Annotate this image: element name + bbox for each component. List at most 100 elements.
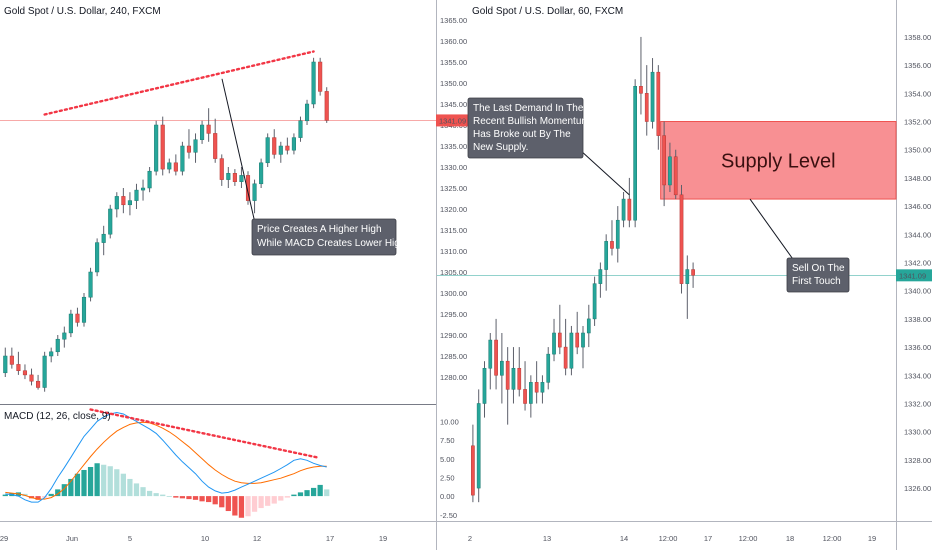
- time-axis-60[interactable]: 2 13 14 12:00 17 12:00 18 12:00 19: [468, 534, 876, 543]
- macd-histogram-bar: [310, 487, 317, 497]
- candle-bear: [245, 175, 251, 201]
- annotation-pointer: [749, 198, 796, 263]
- candle-bull: [581, 332, 585, 348]
- macd-pane: [2, 408, 330, 518]
- macd-histogram-bar: [68, 478, 74, 497]
- candle-bear: [656, 71, 661, 136]
- candle-bear: [471, 445, 475, 496]
- price-tick-label: 1336.00: [904, 343, 931, 352]
- price-tick-label: 1365.00: [440, 16, 467, 25]
- macd-line: [5, 411, 327, 503]
- time-tick-label: Jun: [66, 534, 78, 543]
- price-axis-240[interactable]: 1365.001360.001355.001350.001345.001340.…: [440, 16, 467, 382]
- time-tick-label: 2: [468, 534, 472, 543]
- macd-histogram-bar: [199, 496, 205, 502]
- macd-histogram-bar: [258, 496, 264, 509]
- annotation-line: New Supply.: [473, 142, 528, 153]
- macd-title: MACD (12, 26, close, 9): [4, 411, 111, 422]
- price-tick-label: 1342.00: [904, 259, 931, 268]
- candle-bear: [285, 145, 290, 151]
- macd-histogram-bar: [245, 496, 251, 517]
- time-tick-label: 12:00: [823, 534, 842, 543]
- candle-bear: [36, 380, 41, 388]
- price-tick-label: 1320.00: [440, 205, 467, 214]
- candle-bull: [511, 367, 516, 390]
- candle-bull: [598, 269, 603, 284]
- candle-bull: [621, 198, 626, 221]
- macd-histogram-bar: [114, 469, 120, 497]
- macd-histogram-bar: [192, 496, 199, 500]
- candle-bull: [55, 338, 60, 353]
- price-badge-label: 1341.09: [899, 271, 926, 280]
- price-tick-label: 1305.00: [440, 268, 467, 277]
- macd-tick-label: -2.50: [440, 511, 457, 520]
- annotation-pointer: [221, 78, 256, 224]
- price-tick-label: 1345.00: [440, 100, 467, 109]
- time-tick-label: 12:00: [659, 534, 678, 543]
- price-tick-label: 1315.00: [440, 226, 467, 235]
- macd-histogram-bar: [284, 496, 290, 498]
- candle-bear: [673, 156, 678, 196]
- candle-bull: [604, 241, 609, 270]
- price-tick-label: 1354.00: [904, 89, 931, 98]
- time-tick-label: 19: [379, 534, 387, 543]
- macd-histogram-bar: [61, 484, 67, 497]
- macd-histogram-bar: [206, 496, 212, 503]
- candle-bear: [272, 137, 277, 155]
- price-tick-label: 1350.00: [904, 146, 931, 155]
- time-tick-label: 5: [128, 534, 132, 543]
- annotation-line: Has Broke out By The: [473, 129, 571, 140]
- candles-60: [471, 36, 695, 503]
- macd-histogram-bar: [291, 494, 297, 497]
- price-divergence-line: [43, 50, 315, 116]
- candles-240: [3, 57, 329, 392]
- chart-title-60: Gold Spot / U.S. Dollar, 60, FXCM: [472, 6, 623, 17]
- annotation-box: [251, 218, 397, 256]
- price-axis-60[interactable]: 1358.00 1356.00 1354.00 1352.00 1350.00 1348.…: [904, 33, 931, 493]
- price-tick-label: 1330.00: [904, 428, 931, 437]
- candle-bull: [265, 137, 270, 164]
- candle-bull: [298, 120, 303, 138]
- annotation-line: Recent Bullish Momentum: [473, 116, 590, 127]
- candle-bull: [101, 233, 106, 243]
- time-tick-label: 29: [0, 534, 8, 543]
- macd-histogram-bar: [324, 489, 330, 497]
- macd-histogram-bar: [2, 494, 8, 497]
- price-badge-bg: [436, 114, 472, 127]
- candle-bull: [668, 156, 672, 186]
- time-axis-240[interactable]: 29 Jun 5 10 12 17 19: [0, 534, 387, 543]
- candle-bull: [259, 162, 264, 185]
- price-tick-label: 1335.00: [440, 142, 467, 151]
- candle-bull: [154, 124, 159, 172]
- macd-histogram-bar: [173, 496, 179, 498]
- candle-bear: [186, 145, 192, 153]
- chart-240-panel[interactable]: 1365.001360.001355.001350.001345.001340.…: [0, 0, 472, 550]
- candle-bear: [505, 360, 510, 390]
- chart-title-240: Gold Spot / U.S. Dollar, 240, FXCM: [4, 6, 161, 17]
- price-tick-label: 1344.00: [904, 230, 931, 239]
- candle-bull: [278, 145, 283, 155]
- candle-bull: [592, 283, 597, 320]
- candle-bear: [523, 389, 527, 404]
- candle-bear: [610, 241, 614, 249]
- candle-bull: [88, 271, 93, 298]
- macd-histogram-bar: [153, 493, 159, 497]
- time-tick-label: 14: [620, 534, 628, 543]
- candle-bear: [557, 332, 562, 348]
- candle-bull: [193, 139, 198, 153]
- candle-bear: [318, 61, 323, 92]
- candle-bull: [180, 145, 185, 172]
- price-tick-label: 1356.00: [904, 61, 931, 70]
- macd-tick-label: 10.00: [440, 417, 459, 426]
- macd-histogram-bar: [265, 496, 271, 506]
- candle-bear: [517, 367, 522, 390]
- chart-60-panel[interactable]: Supply Level 1358.00 1356.00 1354.00 1352.0…: [437, 0, 932, 550]
- candle-bear: [9, 355, 14, 365]
- trade-annotations: The Last Demand In The Recent Bullish Mom…: [467, 97, 850, 293]
- candle-bull: [252, 183, 257, 201]
- price-tick-label: 1330.00: [440, 163, 467, 172]
- price-tick-label: 1310.00: [440, 247, 467, 256]
- candle-bull: [304, 103, 310, 122]
- candle-bear: [219, 158, 224, 180]
- candle-bull: [552, 332, 556, 355]
